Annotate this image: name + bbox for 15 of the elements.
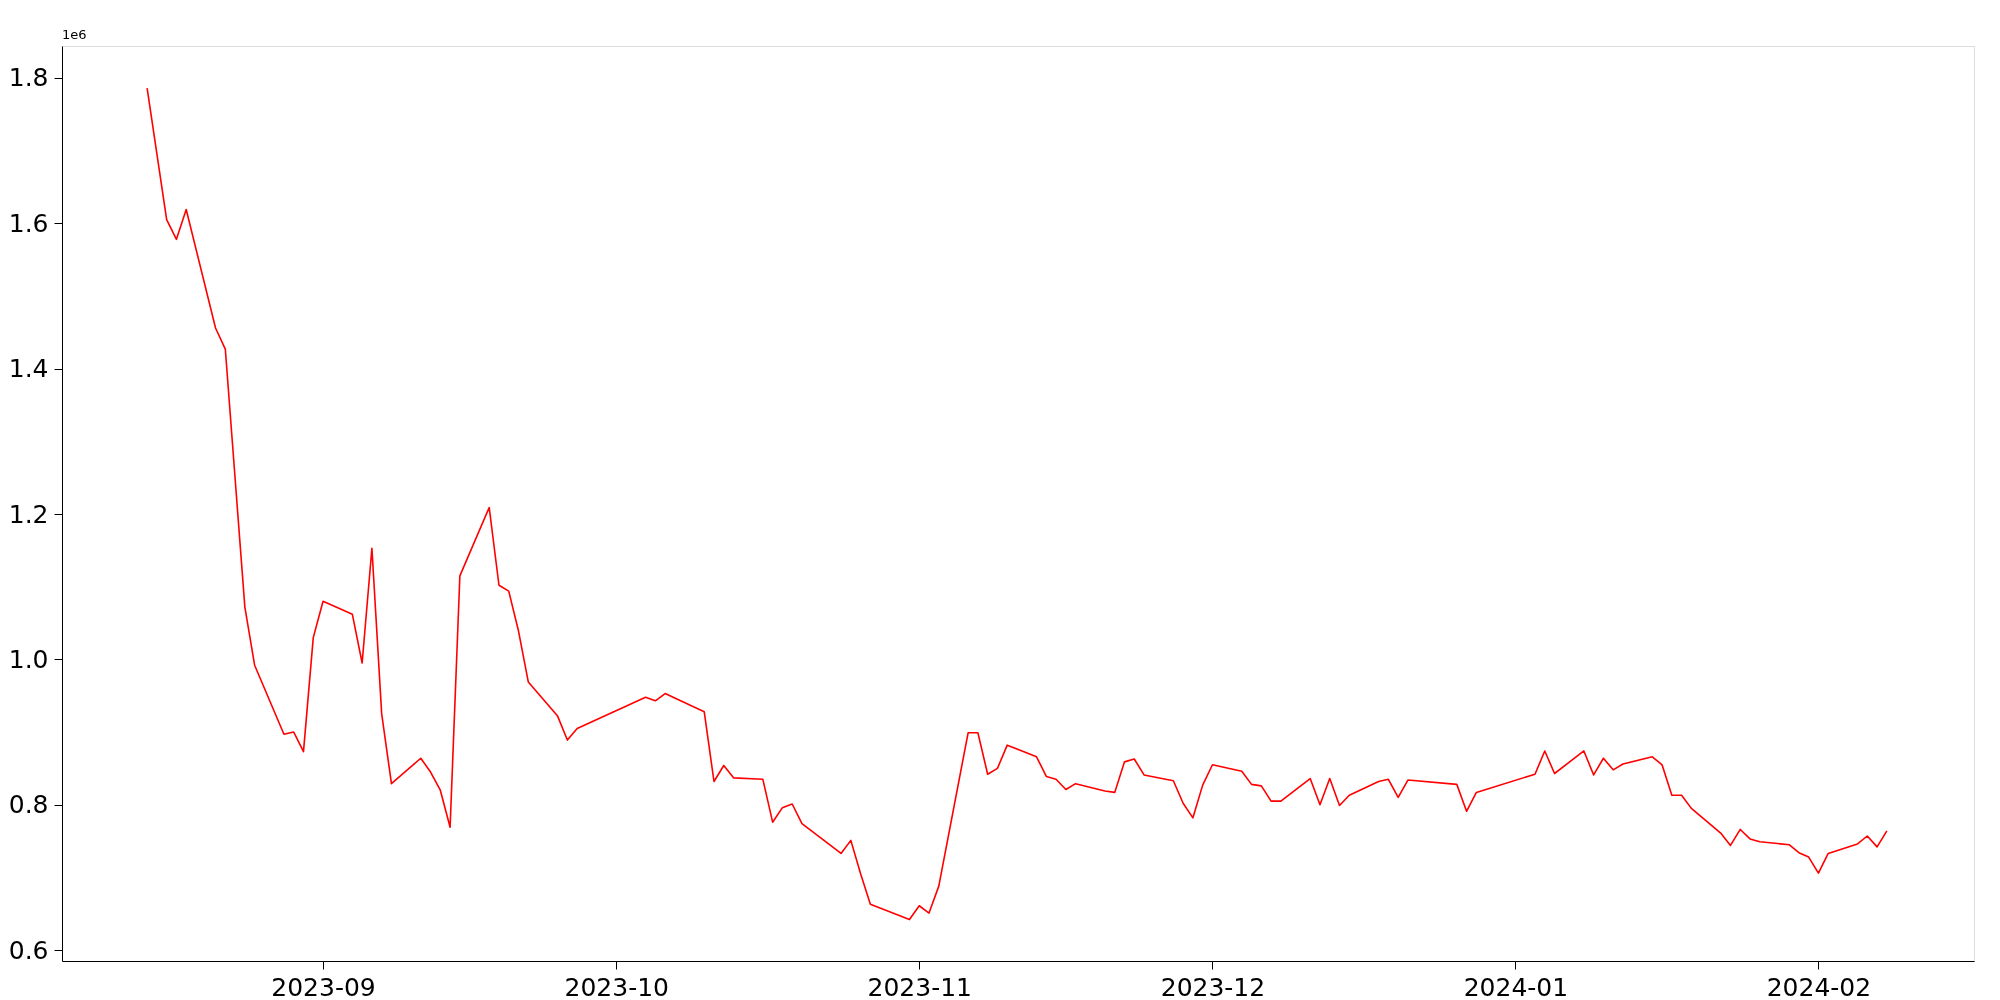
y-tick-label: 1.2 (8, 499, 49, 529)
y-tick-label: 1.8 (8, 63, 49, 93)
x-tick-label: 2024-01 (1463, 972, 1569, 1000)
y-tick-label: 0.6 (8, 935, 49, 965)
x-tick-label: 2023-12 (1160, 972, 1266, 1000)
y-tick-label: 1.0 (8, 644, 49, 674)
x-tick-label: 2023-10 (564, 972, 669, 1000)
y-tick-label: 1.4 (8, 354, 49, 384)
y-tick-label: 1.6 (8, 208, 49, 238)
x-tick-label: 2023-09 (271, 972, 376, 1000)
line-series (146, 87, 1888, 921)
text: 1e6 (62, 27, 87, 42)
y-tick-label: 0.8 (8, 790, 49, 820)
x-tick-label: 2024-02 (1766, 972, 1872, 1000)
x-tick-label: 2023-11 (867, 972, 972, 1000)
